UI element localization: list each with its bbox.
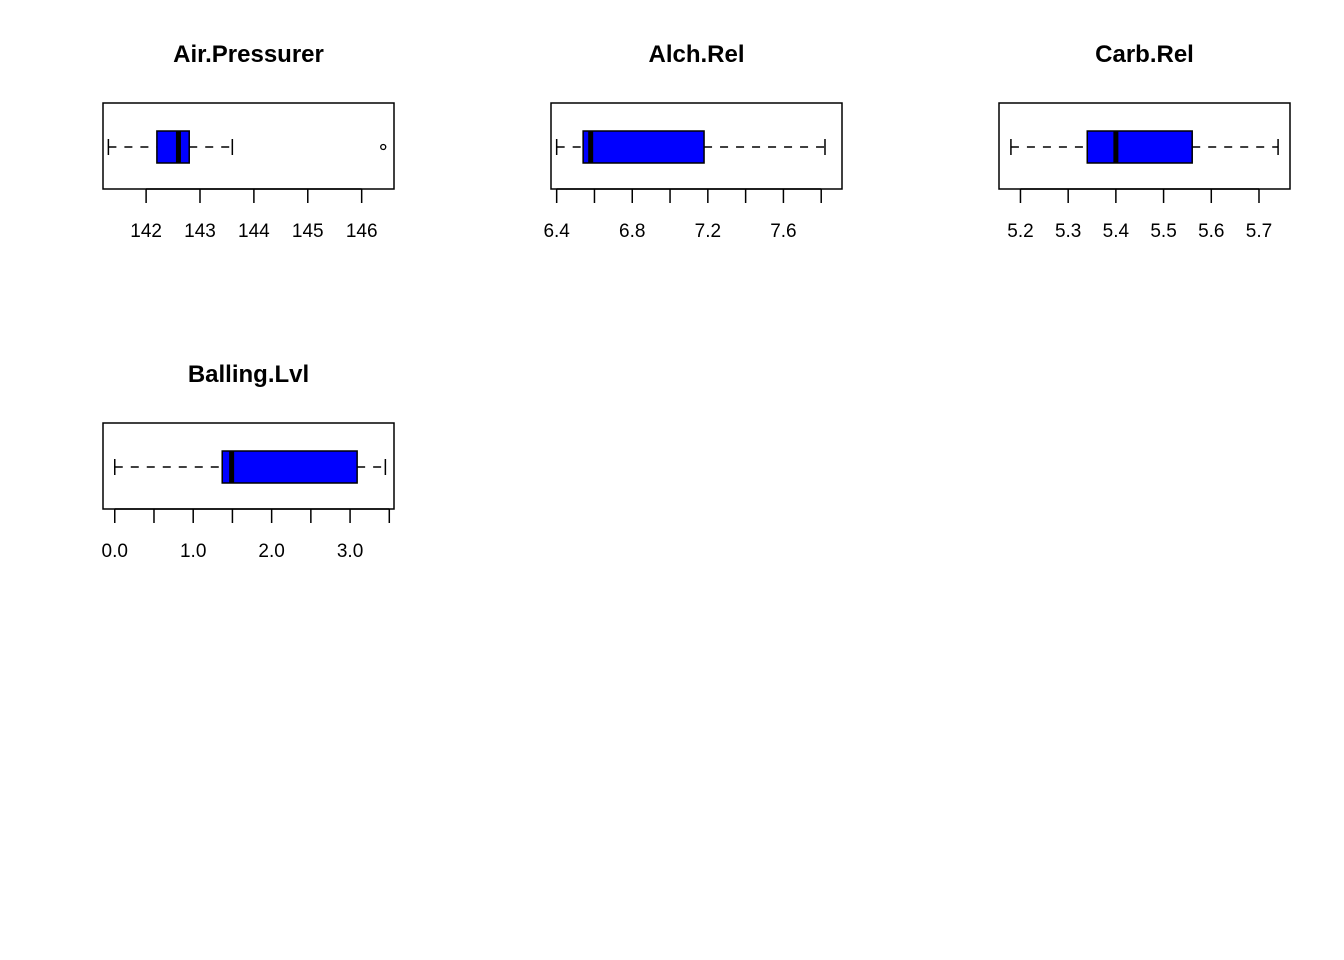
x-tick-label: 5.4 xyxy=(1103,221,1130,242)
panel-air-pressurer: Air.Pressurer 142 143 144 145 146 xyxy=(102,41,395,242)
x-tick-label: 7.6 xyxy=(770,221,796,242)
panel-title: Alch.Rel xyxy=(648,41,744,68)
x-tick-label: 143 xyxy=(184,221,216,242)
panel-title: Balling.Lvl xyxy=(188,361,309,388)
x-tick-label: 2.0 xyxy=(258,541,284,562)
x-tick-label: 146 xyxy=(346,221,378,242)
x-tick-label: 3.0 xyxy=(337,541,363,562)
x-tick-label: 142 xyxy=(130,221,162,242)
x-tick-label: 5.6 xyxy=(1198,221,1224,242)
x-tick-label: 5.7 xyxy=(1246,221,1272,242)
outlier-point xyxy=(380,143,387,151)
iqr-box xyxy=(582,130,705,164)
panel-balling-lvl: Balling.Lvl 0.0 1.0 2.0 3.0 xyxy=(102,361,395,562)
plot-frame xyxy=(102,102,395,190)
x-tick-label: 6.8 xyxy=(619,221,645,242)
panel-alch-rel: Alch.Rel 6.4 6.8 7.2 7.6 xyxy=(543,41,843,242)
x-tick-label: 5.5 xyxy=(1150,221,1176,242)
x-tick-label: 5.3 xyxy=(1055,221,1081,242)
x-tick-label: 5.2 xyxy=(1007,221,1033,242)
x-tick-label: 0.0 xyxy=(102,541,128,562)
x-tick-label: 145 xyxy=(292,221,324,242)
iqr-box xyxy=(156,130,190,164)
x-tick-label: 1.0 xyxy=(180,541,206,562)
panel-carb-rel: Carb.Rel 5.2 5.3 5.4 5.5 5.6 5.7 xyxy=(998,41,1291,242)
x-tick-label: 6.4 xyxy=(543,221,570,242)
iqr-box xyxy=(1086,130,1193,164)
x-tick-label: 144 xyxy=(238,221,270,242)
x-tick-label: 7.2 xyxy=(695,221,721,242)
panel-title: Carb.Rel xyxy=(1095,41,1194,68)
iqr-box xyxy=(221,450,358,484)
panel-title: Air.Pressurer xyxy=(173,41,324,68)
